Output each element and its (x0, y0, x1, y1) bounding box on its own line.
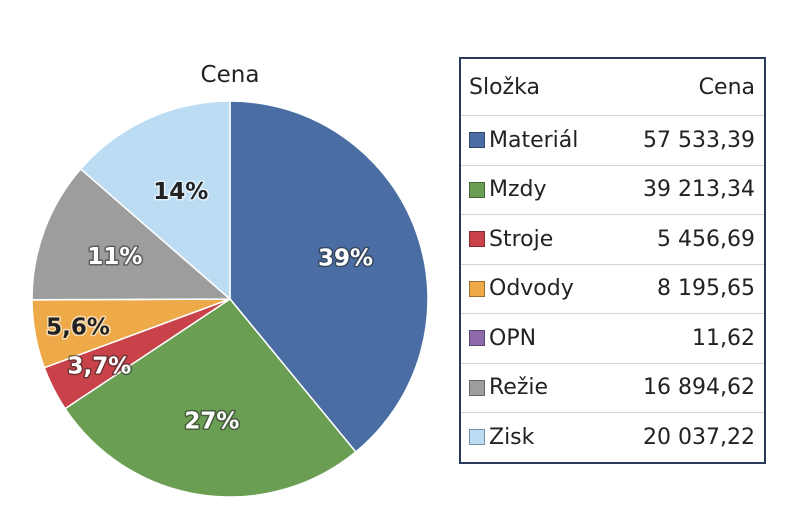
legend-swatch-zisk (469, 429, 485, 446)
legend-name-cell: Mzdy (469, 177, 643, 202)
legend-row-zisk: Zisk 20 037,22 (461, 412, 764, 462)
legend-row-material: Materiál 57 533,39 (461, 115, 764, 165)
legend-label: Režie (489, 375, 549, 401)
pie-chart: 39% 27% 3,7% 5,6% 11% 14% (31, 100, 429, 498)
legend-value: 39 213,34 (643, 177, 755, 203)
legend-label: Stroje (489, 226, 554, 252)
legend-swatch-odvody (469, 280, 485, 297)
legend-row-odvody: Odvody 8 195,65 (461, 263, 764, 314)
legend-label: Zisk (489, 424, 535, 450)
pie-slice-zisk (79, 100, 231, 301)
legend-swatch-mzdy (469, 181, 485, 198)
legend-value: 57 533,39 (643, 127, 755, 153)
legend-label: OPN (489, 325, 537, 351)
pie-label-rezie: 11% (87, 244, 142, 270)
pie-slice-mzdy (64, 298, 357, 498)
pie-label-stroje: 3,7% (67, 353, 131, 379)
legend-row-opn: OPN 11,62 (461, 313, 764, 363)
legend-header-value: Cena (698, 74, 755, 100)
chart-title: Cena (200, 62, 260, 88)
legend-header-row: Složka Cena (461, 59, 764, 115)
legend-rows: Materiál 57 533,39 Mzdy 39 213,34 Stroje 5 45… (461, 115, 764, 462)
legend-value: 20 037,22 (643, 424, 755, 450)
legend-row-mzdy: Mzdy 39 213,34 (461, 164, 764, 215)
legend-swatch-opn (469, 330, 485, 347)
legend-label: Materiál (489, 127, 579, 153)
pie-label-material: 39% (318, 246, 373, 272)
legend-name-cell: Odvody (469, 276, 657, 301)
legend-name-cell: Stroje (469, 227, 657, 252)
legend-swatch-rezie (469, 379, 485, 396)
legend-name-cell: Zisk (469, 425, 643, 450)
legend-label: Mzdy (489, 177, 547, 203)
legend-name-cell: OPN (469, 326, 692, 351)
pie-slice-material (229, 100, 429, 453)
legend-value: 8 195,65 (657, 276, 755, 302)
legend-value: 11,62 (692, 325, 755, 351)
legend-swatch-material (469, 132, 485, 149)
legend-label: Odvody (489, 276, 574, 302)
legend-table: Složka Cena Materiál 57 533,39 Mzdy 39 213,… (459, 57, 766, 464)
pie-label-mzdy: 27% (184, 408, 239, 434)
pie-label-zisk: 14% (153, 179, 208, 205)
legend-swatch-stroje (469, 231, 485, 248)
legend-row-rezie: Režie 16 894,62 (461, 362, 764, 413)
legend-name-cell: Režie (469, 375, 643, 400)
legend-value: 16 894,62 (643, 375, 755, 401)
pie-slice-rezie (31, 167, 232, 301)
legend-name-cell: Materiál (469, 128, 643, 153)
legend-value: 5 456,69 (657, 226, 755, 252)
legend-header-name: Složka (469, 74, 540, 100)
legend-row-stroje: Stroje 5 456,69 (461, 214, 764, 264)
pie-label-odvody: 5,6% (46, 315, 110, 341)
